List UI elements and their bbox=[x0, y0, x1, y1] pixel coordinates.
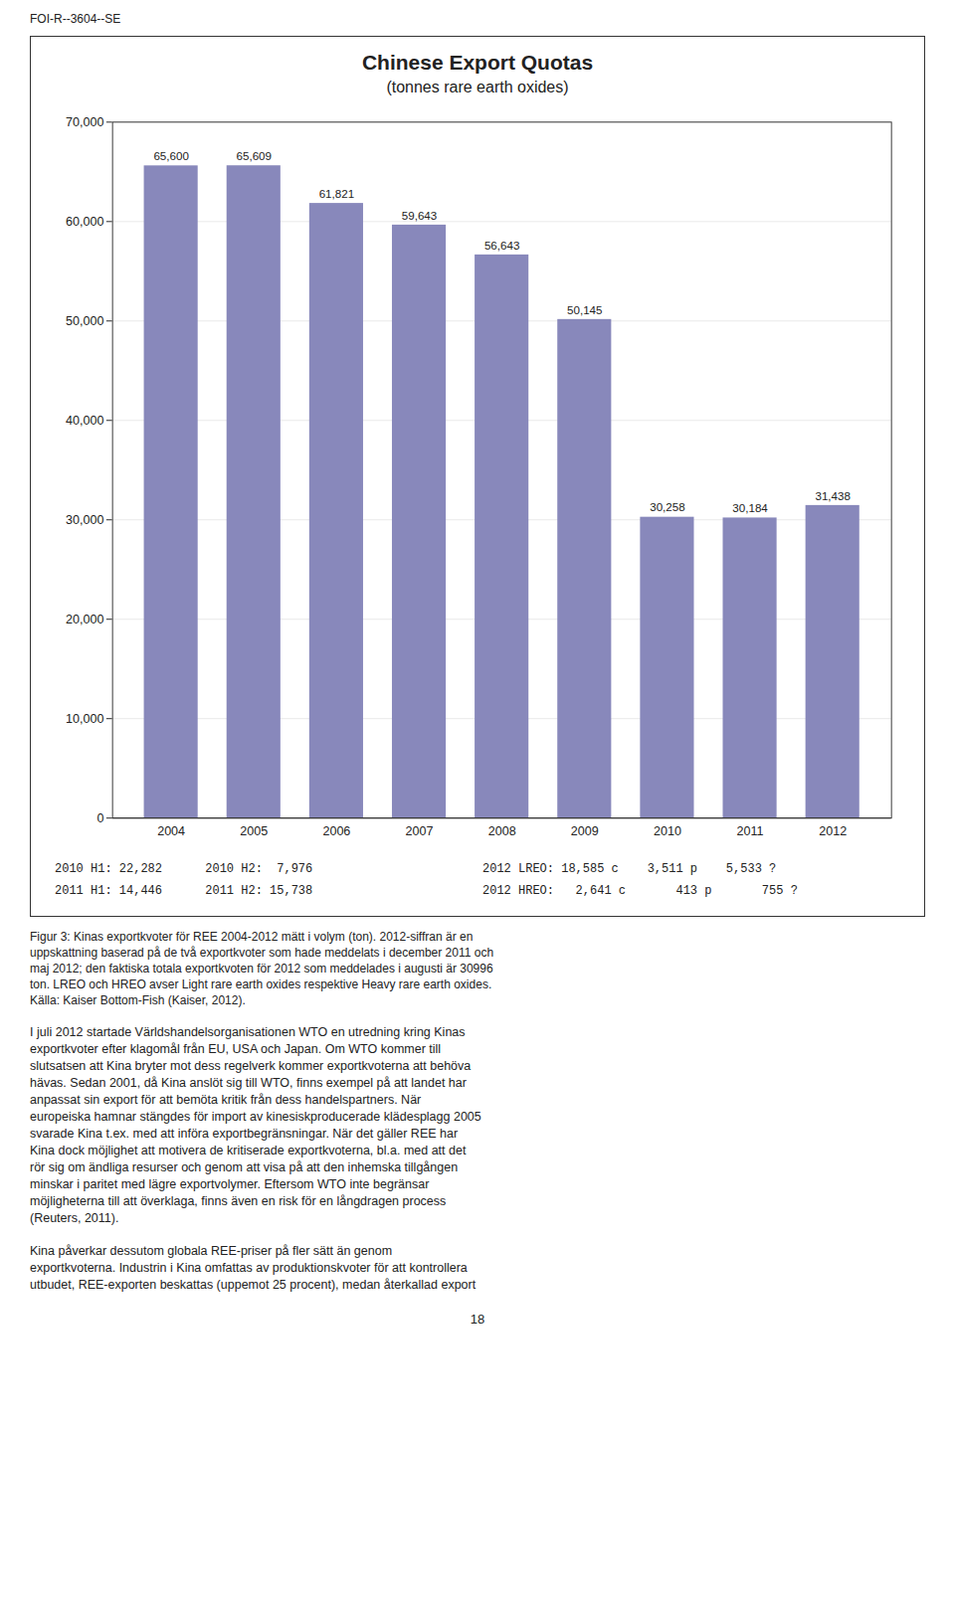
svg-text:2005: 2005 bbox=[239, 824, 268, 839]
svg-text:10,000: 10,000 bbox=[65, 712, 104, 727]
svg-text:50,145: 50,145 bbox=[567, 303, 602, 317]
html-text:Kina påverkar dessutom globala: Kina påverkar dessutom globala REE-prise… bbox=[29, 1244, 476, 1293]
svg-text:2012: 2012 bbox=[818, 824, 847, 839]
svg-text:2009: 2009 bbox=[571, 824, 599, 839]
svg-text:20,000: 20,000 bbox=[65, 612, 104, 627]
svg-text:30,184: 30,184 bbox=[732, 501, 768, 515]
svg-text:65,609: 65,609 bbox=[236, 149, 272, 163]
svg-text:2008: 2008 bbox=[488, 824, 517, 839]
svg-text:30,258: 30,258 bbox=[649, 500, 685, 514]
svg-text:2004: 2004 bbox=[157, 824, 186, 839]
html-text:(tonnes rare earth oxides): (tonnes rare earth oxides) bbox=[386, 78, 569, 96]
html-text:Chinese Export Quotas: Chinese Export Quotas bbox=[362, 50, 593, 74]
html-text:2010 H1: 22,282 2010 H2: 7,976: 2010 H1: 22,282 2010 H2: 7,976 2011 H1: … bbox=[54, 862, 313, 899]
svg-text:2006: 2006 bbox=[322, 824, 351, 839]
svg-text:60,000: 60,000 bbox=[65, 214, 104, 229]
svg-text:65,600: 65,600 bbox=[153, 149, 189, 163]
svg-text:0: 0 bbox=[96, 811, 104, 826]
html-text:FOI-R--3604--SE: FOI-R--3604--SE bbox=[29, 11, 121, 26]
svg-text:30,000: 30,000 bbox=[65, 513, 104, 528]
svg-text:2011: 2011 bbox=[737, 824, 764, 839]
html-text:Figur 3: Kinas exportkvoter fö: Figur 3: Kinas exportkvoter för REE 2004… bbox=[29, 930, 494, 1008]
svg-text:2007: 2007 bbox=[405, 824, 434, 839]
svg-text:40,000: 40,000 bbox=[65, 413, 104, 428]
svg-text:61,821: 61,821 bbox=[319, 187, 355, 200]
svg-text:70,000: 70,000 bbox=[65, 115, 104, 130]
svg-text:2010: 2010 bbox=[653, 824, 682, 839]
html-text:2012 LREO: 18,585 c 3,511 p 5,: 2012 LREO: 18,585 c 3,511 p 5,533 ? 2012… bbox=[482, 862, 798, 899]
svg-text:59,643: 59,643 bbox=[401, 208, 437, 222]
svg-text:31,438: 31,438 bbox=[814, 489, 850, 503]
html-text:18: 18 bbox=[470, 1312, 485, 1328]
svg-text:56,643: 56,643 bbox=[484, 238, 520, 252]
svg-text:50,000: 50,000 bbox=[65, 314, 104, 329]
html-text:I juli 2012 startade Världshan: I juli 2012 startade Världshandelsorgani… bbox=[29, 1025, 482, 1226]
